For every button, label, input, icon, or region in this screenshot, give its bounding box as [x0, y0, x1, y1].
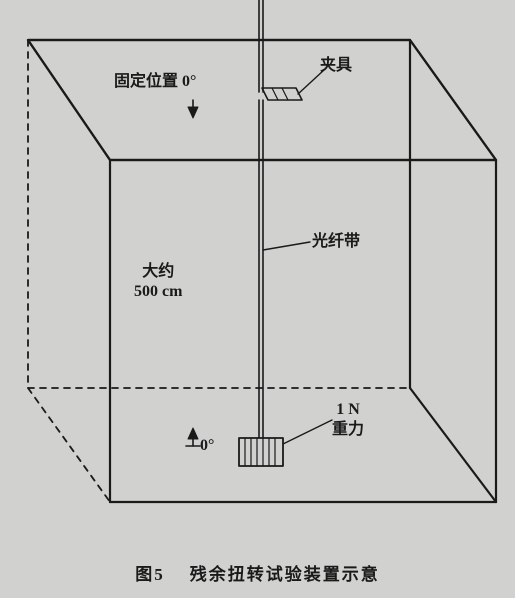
leader-fiber: [263, 242, 310, 250]
label-fiber: 光纤带: [312, 232, 360, 252]
diagram-svg: [0, 0, 515, 598]
label-bottom-angle: 0°: [200, 436, 214, 456]
caption-prefix: 图5: [135, 565, 165, 584]
clamp-shape: [262, 88, 302, 100]
label-force-l1: 1 N: [336, 401, 360, 418]
label-clamp: 夹具: [320, 56, 352, 76]
leader-force: [283, 420, 332, 444]
label-force: 1 N 重力: [332, 400, 364, 440]
diagram-page: 固定位置 0° 夹具 大约 500 cm 光纤带 0° 1 N 重力 图5 残余…: [0, 0, 515, 598]
label-force-l2: 重力: [332, 421, 364, 438]
weight-block: [239, 438, 283, 466]
box-back-diag: [28, 388, 110, 502]
label-fixed-pos: 固定位置 0°: [114, 72, 196, 92]
dim-bot-arrowhead: [188, 428, 198, 439]
figure-caption: 图5 残余扭转试验装置示意: [0, 560, 515, 585]
box-bot-right-diag: [410, 388, 496, 502]
label-length-l1: 大约: [142, 263, 174, 280]
label-length-l2: 500 cm: [134, 283, 182, 300]
label-length: 大约 500 cm: [134, 262, 182, 302]
caption-text: 残余扭转试验装置示意: [190, 565, 380, 584]
